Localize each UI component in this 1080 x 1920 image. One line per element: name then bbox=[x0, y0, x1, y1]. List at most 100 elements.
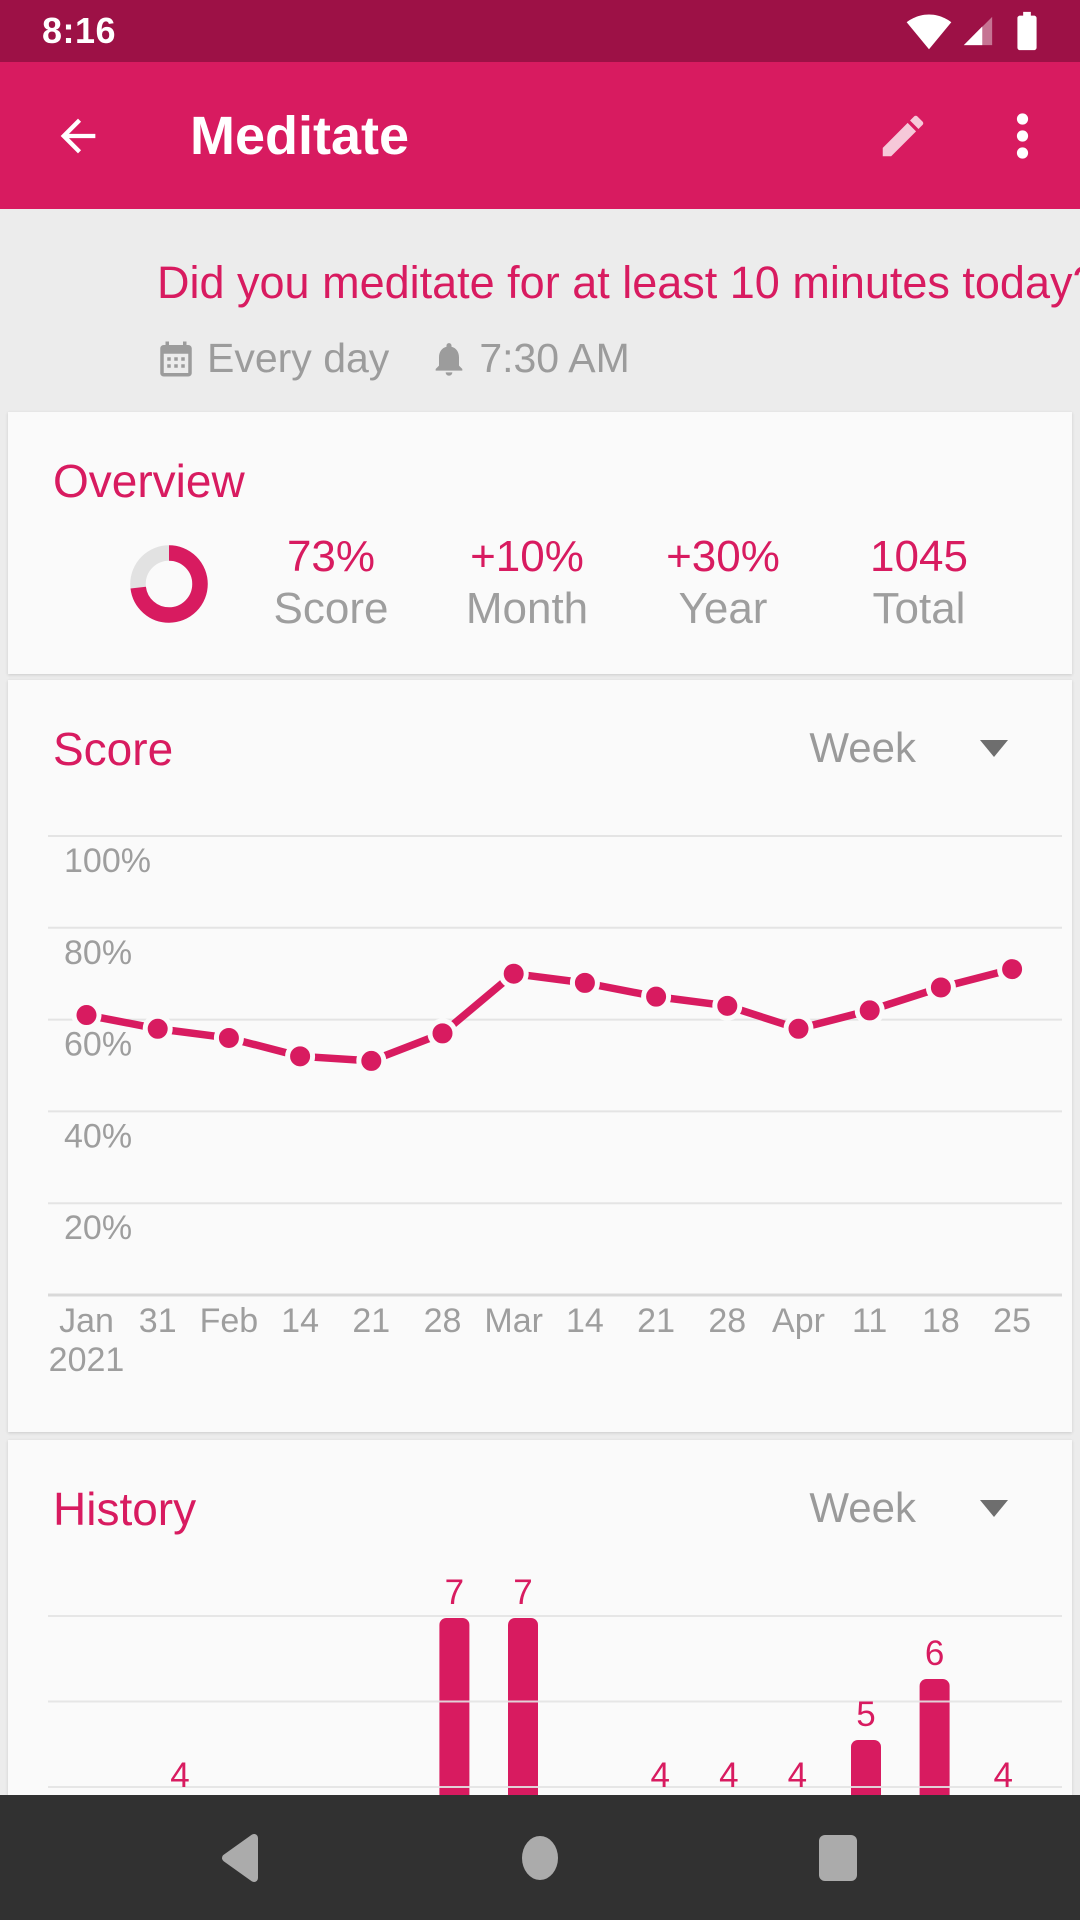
frequency-label: Every day bbox=[207, 335, 390, 381]
question-meta: Every day 7:30 AM bbox=[155, 335, 630, 382]
y-axis-label: 100% bbox=[64, 842, 151, 880]
overview-stat: +30% Year bbox=[625, 534, 821, 632]
score-point bbox=[783, 1013, 814, 1044]
history-range-selector[interactable]: Week bbox=[686, 1476, 1016, 1536]
cell-signal-icon bbox=[963, 16, 993, 46]
x-axis-label: 28 bbox=[424, 1302, 462, 1340]
y-axis-label: 80% bbox=[64, 934, 132, 972]
history-heading: History bbox=[53, 1483, 197, 1535]
history-bar bbox=[851, 1740, 881, 1795]
range-label: Week bbox=[809, 724, 916, 771]
x-axis-label: Apr bbox=[772, 1302, 825, 1340]
bar-value-label: 4 bbox=[170, 1756, 189, 1795]
x-axis-label: 25 bbox=[993, 1302, 1031, 1340]
stat-label: Score bbox=[273, 584, 389, 633]
score-point bbox=[356, 1045, 387, 1076]
x-axis-label: 11 bbox=[852, 1302, 887, 1340]
ring-value bbox=[130, 545, 208, 623]
bar-value-label: 4 bbox=[788, 1756, 807, 1795]
overview-heading: Overview bbox=[53, 455, 245, 507]
score-point bbox=[712, 990, 743, 1021]
history-bar bbox=[439, 1618, 470, 1795]
app-bar: Meditate bbox=[0, 62, 1080, 209]
home-circle-icon bbox=[522, 1835, 558, 1880]
arrow-left-icon bbox=[60, 118, 96, 153]
chevron-down-icon bbox=[980, 740, 1008, 757]
history-chart[interactable]: 4 7 7 4 4 4 5 6 4 bbox=[8, 1440, 1072, 1795]
history-bar bbox=[919, 1679, 950, 1795]
bar-value-label: 4 bbox=[993, 1756, 1012, 1795]
score-point bbox=[213, 1022, 244, 1053]
score-point bbox=[854, 995, 885, 1026]
calendar-icon bbox=[160, 341, 192, 376]
nav-bar bbox=[0, 1795, 1080, 1920]
stat-label: Year bbox=[678, 584, 768, 633]
nav-home-button[interactable] bbox=[480, 1795, 600, 1920]
question-section: Did you meditate for at least 10 minutes… bbox=[0, 209, 1080, 412]
overview-stat: 73% Score bbox=[233, 534, 429, 632]
score-point bbox=[285, 1041, 316, 1072]
x-axis-label: Mar bbox=[484, 1302, 543, 1340]
status-time: 8:16 bbox=[42, 10, 117, 51]
stat-label: Month bbox=[465, 584, 589, 633]
score-heading: Score bbox=[53, 723, 174, 775]
bar-value-label: 5 bbox=[856, 1695, 875, 1734]
y-axis-label: 20% bbox=[64, 1209, 132, 1247]
score-point bbox=[71, 1000, 102, 1031]
stat-value: 73% bbox=[286, 532, 376, 581]
overview-stat: 1045 Total bbox=[821, 534, 1017, 632]
score-point bbox=[498, 958, 529, 989]
stat-value: 1045 bbox=[870, 532, 968, 581]
stat-value: +30% bbox=[666, 532, 780, 581]
status-icons bbox=[906, 8, 1050, 54]
range-label: Week bbox=[809, 1484, 916, 1531]
score-range-selector[interactable]: Week bbox=[686, 716, 1016, 776]
x-axis-sublabel: 2021 bbox=[49, 1341, 125, 1379]
question-text: Did you meditate for at least 10 minutes… bbox=[157, 257, 1080, 308]
nav-recents-button[interactable] bbox=[778, 1795, 898, 1920]
chevron-down-icon bbox=[980, 1500, 1008, 1517]
page-title: Meditate bbox=[190, 105, 410, 166]
score-point bbox=[997, 954, 1028, 985]
x-axis-label: 28 bbox=[708, 1302, 746, 1340]
stat-value: +10% bbox=[470, 532, 584, 581]
overflow-dots-icon bbox=[1016, 112, 1028, 159]
bar-value-label: 6 bbox=[925, 1634, 944, 1673]
stat-label: Total bbox=[872, 584, 966, 633]
reminder-time-label: 7:30 AM bbox=[479, 335, 630, 381]
score-chart[interactable]: 100% 80% 60% 40% 20% Jan 31 Feb 14 21 28 Mar 14 21 28 A… bbox=[8, 680, 1072, 1432]
wifi-icon bbox=[906, 14, 952, 50]
status-bar: 8:16 bbox=[0, 0, 1080, 62]
overflow-menu-button[interactable] bbox=[996, 106, 1048, 166]
x-axis-label: 14 bbox=[281, 1302, 319, 1340]
back-triangle-icon bbox=[222, 1833, 258, 1882]
battery-icon bbox=[1017, 11, 1037, 51]
score-point bbox=[427, 1018, 458, 1049]
overview-stat: +10% Month bbox=[429, 534, 625, 632]
back-button[interactable] bbox=[50, 108, 106, 164]
x-axis-label: Feb bbox=[200, 1302, 259, 1340]
score-point bbox=[569, 967, 600, 998]
x-axis-label: 14 bbox=[566, 1302, 604, 1340]
edit-button[interactable] bbox=[873, 106, 933, 166]
score-point bbox=[925, 972, 956, 1003]
recents-square-icon bbox=[819, 1834, 857, 1881]
y-axis-label: 40% bbox=[64, 1117, 132, 1155]
y-axis-label: 60% bbox=[64, 1026, 132, 1064]
score-point bbox=[142, 1013, 173, 1044]
score-ring bbox=[130, 545, 208, 623]
history-card: 4 7 7 4 4 4 5 6 4 History Week bbox=[8, 1440, 1072, 1795]
overview-card: Overview 73% Score +10% Month +30% Year 1045 To… bbox=[8, 412, 1072, 674]
bell-icon bbox=[435, 342, 463, 376]
reminder-group: 7:30 AM bbox=[429, 335, 630, 382]
bar-value-label: 4 bbox=[719, 1756, 738, 1795]
overview-stats: 73% Score +10% Month +30% Year 1045 Total bbox=[233, 534, 1017, 632]
pencil-icon bbox=[882, 115, 924, 156]
score-point bbox=[641, 981, 672, 1012]
nav-back-button[interactable] bbox=[180, 1795, 300, 1920]
x-axis-label: 18 bbox=[922, 1302, 960, 1340]
bar-value-label: 7 bbox=[445, 1573, 464, 1612]
x-axis-label: 21 bbox=[637, 1302, 675, 1340]
history-bar bbox=[508, 1618, 538, 1795]
bar-value-label: 4 bbox=[650, 1756, 669, 1795]
